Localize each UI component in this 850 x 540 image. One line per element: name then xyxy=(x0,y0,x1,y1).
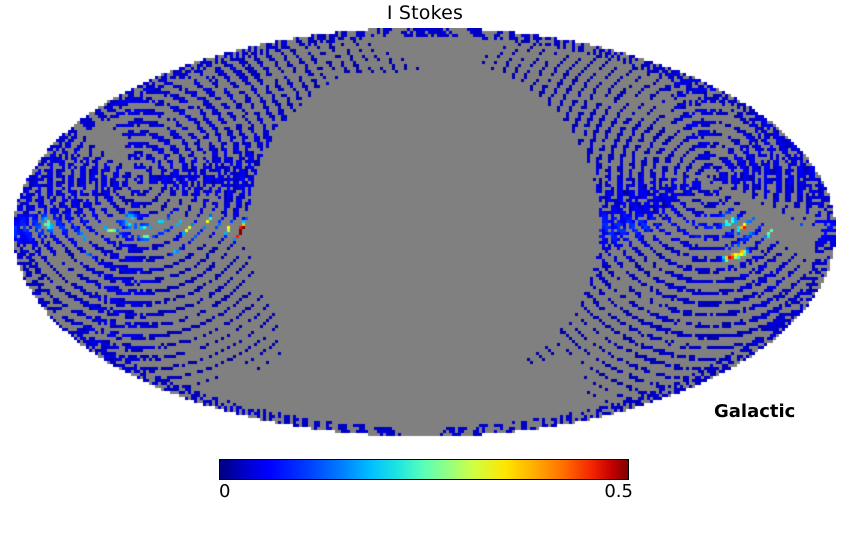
colorbar: 0 0.5 xyxy=(219,459,633,503)
colorbar-gradient xyxy=(219,459,629,480)
colorbar-min-label: 0 xyxy=(219,481,231,502)
mollweide-projection-area xyxy=(14,28,836,437)
page-title: I Stokes xyxy=(386,2,464,24)
sky-map-image xyxy=(14,28,836,437)
coordinate-system-label: Galactic xyxy=(714,401,796,422)
colorbar-max-label: 0.5 xyxy=(604,481,633,502)
colorbar-tick-labels: 0 0.5 xyxy=(219,481,633,503)
